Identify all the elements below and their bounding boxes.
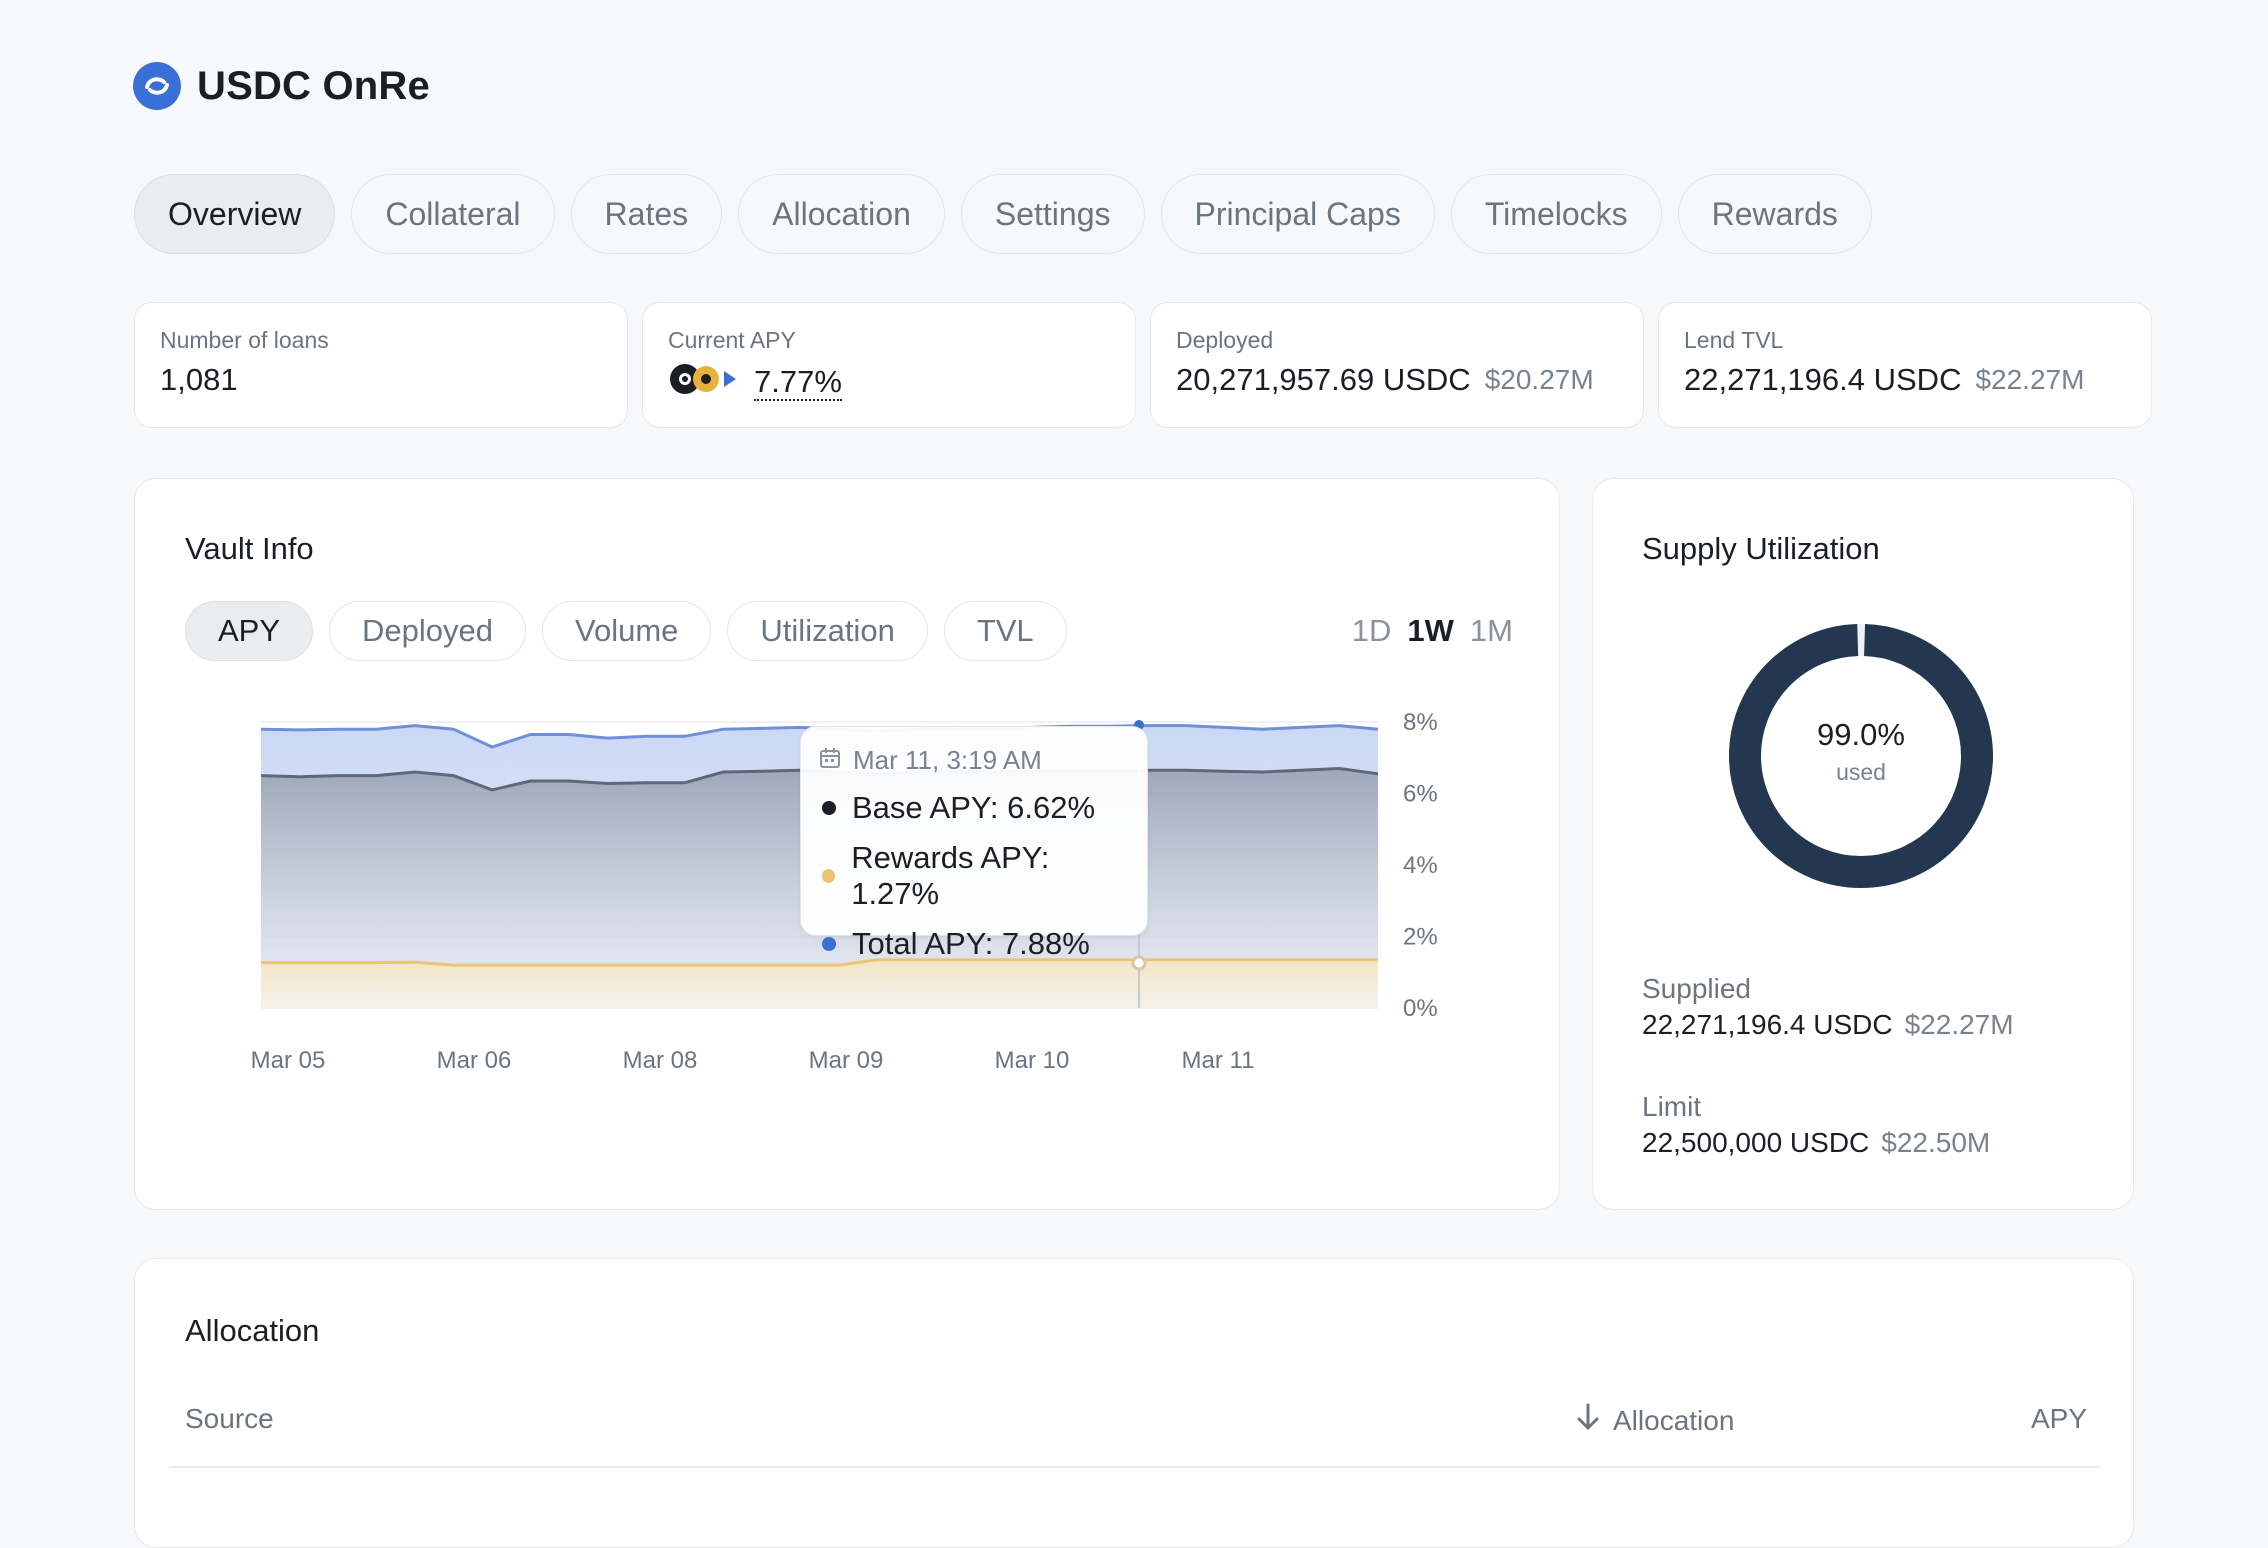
series-area-rewards-apy xyxy=(261,959,1378,1008)
y-tick-label: 8% xyxy=(1403,709,1438,736)
y-tick-label: 6% xyxy=(1403,781,1438,808)
supplied-label: Supplied xyxy=(1642,973,1751,1004)
stat-value: 22,271,196.4 USDC xyxy=(1684,362,1962,397)
x-tick-label: Mar 09 xyxy=(809,1047,884,1074)
stat-label: Deployed xyxy=(1176,327,1274,353)
chart-tooltip: Mar 11, 3:19 AM Base APY: 6.62% Rewards … xyxy=(800,726,1148,961)
y-tick-label: 4% xyxy=(1403,852,1438,879)
supplied-block: Supplied 22,271,196.4 USDC $22.27M xyxy=(1642,973,2014,1041)
x-tick-label: Mar 06 xyxy=(437,1047,512,1074)
stat-value[interactable]: 7.77% xyxy=(754,364,842,402)
range-1m[interactable]: 1M xyxy=(1469,613,1513,648)
stat-usd: $22.27M xyxy=(1975,364,2085,395)
limit-value: 22,500,000 USDC xyxy=(1642,1127,1870,1158)
tooltip-total-apy: Total APY: 7.88% xyxy=(852,926,1090,961)
supply-utilization-card: Supply Utilization 99.0% used Supplied 2… xyxy=(1592,478,2134,1210)
column-header-apy[interactable]: APY xyxy=(2030,1403,2087,1434)
page-header: USDC OnRe xyxy=(133,58,430,114)
x-tick-label: Mar 05 xyxy=(251,1047,326,1074)
range-1w[interactable]: 1W xyxy=(1407,613,1454,648)
column-header-allocation[interactable]: Allocation xyxy=(1575,1403,1734,1438)
y-tick-label: 0% xyxy=(1403,995,1438,1022)
limit-usd: $22.50M xyxy=(1881,1127,1991,1158)
stat-number-of-loans: Number of loans 1,081 xyxy=(134,302,628,428)
tab-collateral[interactable]: Collateral xyxy=(351,174,555,254)
stat-lend-tvl: Lend TVL 22,271,196.4 USDC $22.27M xyxy=(1658,302,2152,428)
column-header-source[interactable]: Source xyxy=(185,1403,274,1434)
allocation-card: Allocation Source Allocation APY xyxy=(134,1258,2134,1548)
tab-principal-caps[interactable]: Principal Caps xyxy=(1160,174,1435,254)
x-tick-label: Mar 10 xyxy=(995,1047,1070,1074)
y-tick-label: 2% xyxy=(1403,924,1438,951)
table-header-divider xyxy=(169,1466,2099,1468)
supply-title: Supply Utilization xyxy=(1642,531,1880,566)
metric-tab-apy[interactable]: APY xyxy=(185,601,314,661)
sort-arrow-down-icon xyxy=(1575,1403,1601,1438)
supplied-value: 22,271,196.4 USDC xyxy=(1642,1009,1893,1040)
metric-tab-deployed[interactable]: Deployed xyxy=(329,601,527,661)
allocation-title: Allocation xyxy=(185,1313,320,1348)
column-header-allocation-label: Allocation xyxy=(1613,1404,1735,1436)
range-selector: 1D 1W 1M xyxy=(1352,613,1513,649)
x-tick-label: Mar 08 xyxy=(623,1047,698,1074)
total-apy-legend-dot xyxy=(822,937,836,951)
tab-settings[interactable]: Settings xyxy=(960,174,1145,254)
stat-value: 1,081 xyxy=(160,362,238,397)
supplied-usd: $22.27M xyxy=(1904,1009,2014,1040)
stat-label: Number of loans xyxy=(160,327,329,353)
rewards-apy-legend-dot xyxy=(822,869,836,883)
utilization-donut xyxy=(1729,624,1993,888)
tab-rates[interactable]: Rates xyxy=(570,174,723,254)
metric-tabs: APY Deployed Volume Utilization TVL xyxy=(185,601,1067,661)
stat-value: 20,271,957.69 USDC xyxy=(1176,362,1471,397)
series-line-rewards-apy xyxy=(261,958,1378,967)
tab-timelocks[interactable]: Timelocks xyxy=(1450,174,1662,254)
x-tick-label: Mar 11 xyxy=(1182,1047,1255,1074)
metric-tab-tvl[interactable]: TVL xyxy=(943,601,1067,661)
range-1d[interactable]: 1D xyxy=(1351,613,1392,648)
donut-used-arc xyxy=(1729,624,1993,888)
tab-rewards[interactable]: Rewards xyxy=(1677,174,1872,254)
tab-overview[interactable]: Overview xyxy=(134,174,336,254)
apy-sources-icon xyxy=(668,362,740,404)
tooltip-rewards-apy: Rewards APY: 1.27% xyxy=(851,840,1050,911)
usdc-logo-icon xyxy=(133,62,181,110)
base-apy-legend-dot xyxy=(822,801,836,815)
stat-label: Lend TVL xyxy=(1684,327,1784,353)
tooltip-date: Mar 11, 3:19 AM xyxy=(853,745,1042,775)
stat-deployed: Deployed 20,271,957.69 USDC $20.27M xyxy=(1150,302,1644,428)
tooltip-base-apy: Base APY: 6.62% xyxy=(852,790,1096,825)
vault-info-title: Vault Info xyxy=(185,531,314,566)
stat-usd: $20.27M xyxy=(1484,364,1594,395)
limit-label: Limit xyxy=(1642,1091,1702,1122)
metric-tab-volume[interactable]: Volume xyxy=(542,601,712,661)
hover-point-rewards xyxy=(1131,955,1147,971)
utilization-percent: 99.0% xyxy=(1817,717,1905,752)
page-title: USDC OnRe xyxy=(197,63,430,108)
calendar-icon xyxy=(819,745,841,776)
tab-allocation[interactable]: Allocation xyxy=(738,174,945,254)
stat-label: Current APY xyxy=(668,327,796,353)
metric-tab-utilization[interactable]: Utilization xyxy=(727,601,928,661)
utilization-used-label: used xyxy=(1836,759,1886,785)
stat-current-apy: Current APY 7.77% xyxy=(642,302,1136,428)
main-tabs: Overview Collateral Rates Allocation Set… xyxy=(134,174,1872,254)
limit-block: Limit 22,500,000 USDC $22.50M xyxy=(1642,1091,1990,1159)
